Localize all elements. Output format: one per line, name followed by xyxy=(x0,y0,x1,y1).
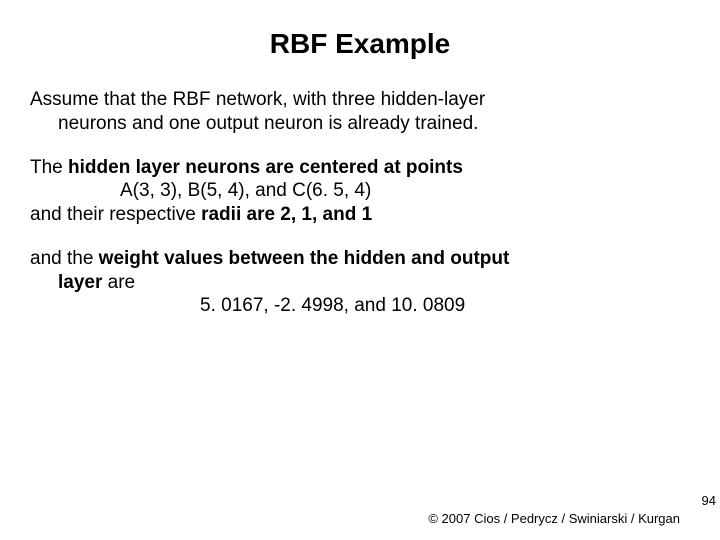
p3-line2: layer are xyxy=(30,271,690,295)
p3-line2-plain: are xyxy=(108,272,135,293)
slide-container: RBF Example Assume that the RBF network,… xyxy=(0,0,720,540)
p2-line2: A(3, 3), B(5, 4), and C(6. 5, 4) xyxy=(30,179,690,203)
p3-line1: and the weight values between the hidden… xyxy=(30,247,690,271)
paragraph-3: and the weight values between the hidden… xyxy=(30,247,690,318)
p3-line3: 5. 0167, -2. 4998, and 10. 0809 xyxy=(30,294,690,318)
p2-line1-plain: The xyxy=(30,157,68,178)
p1-line2: neurons and one output neuron is already… xyxy=(30,112,690,136)
paragraph-2: The hidden layer neurons are centered at… xyxy=(30,156,690,227)
p2-line3: and their respective radii are 2, 1, and… xyxy=(30,203,690,227)
slide-title: RBF Example xyxy=(30,28,690,60)
p3-line1-bold: weight values between the hidden and out… xyxy=(99,248,510,269)
p2-line1: The hidden layer neurons are centered at… xyxy=(30,156,690,180)
p2-line3-plain: and their respective xyxy=(30,204,201,225)
p2-line3-bold: radii are 2, 1, and 1 xyxy=(201,204,372,225)
paragraph-1: Assume that the RBF network, with three … xyxy=(30,88,690,136)
p3-line1-plain: and the xyxy=(30,248,99,269)
copyright-footer: © 2007 Cios / Pedrycz / Swiniarski / Kur… xyxy=(428,511,680,526)
p2-line1-bold: hidden layer neurons are centered at poi… xyxy=(68,157,463,178)
page-number: 94 xyxy=(702,493,716,508)
p3-line2-bold: layer xyxy=(58,272,108,293)
p1-line1: Assume that the RBF network, with three … xyxy=(30,88,690,112)
